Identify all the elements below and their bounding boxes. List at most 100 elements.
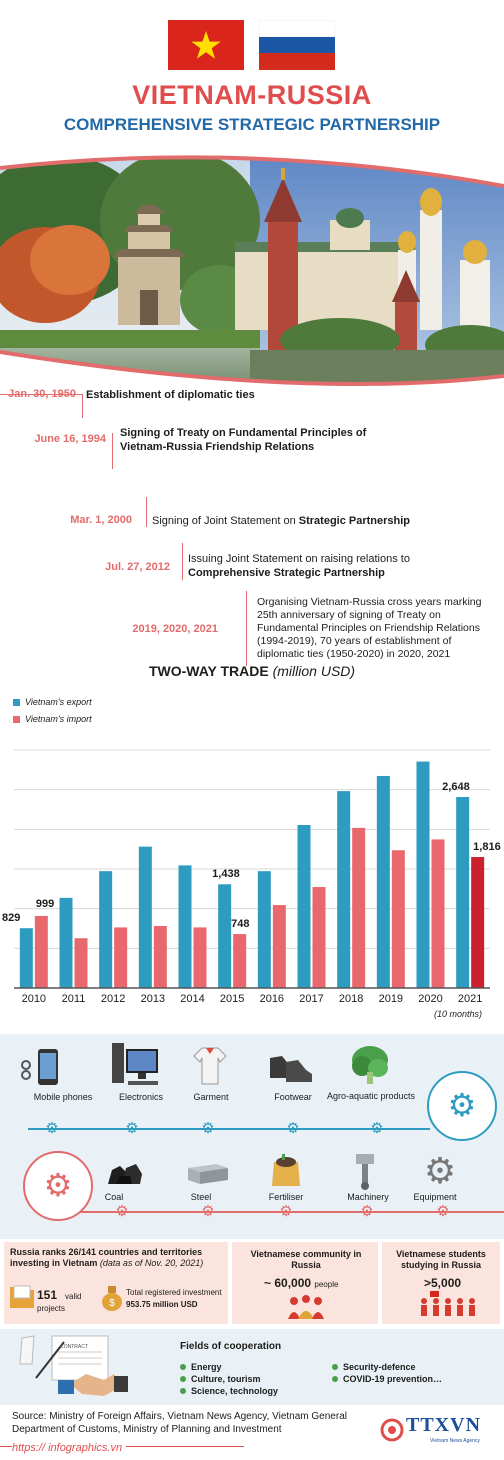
export-bar: [297, 825, 311, 988]
data-label: 1,816: [473, 841, 501, 854]
x-tick-label: 2018: [338, 993, 364, 1005]
community-panel: [232, 1242, 378, 1324]
timeline-event: Signing of Joint Statement on Strategic …: [152, 515, 411, 527]
timeline-connector: [82, 394, 83, 418]
russia-flag: [259, 20, 335, 70]
source-note: Source: Ministry of Foreign Affairs, Vie…: [12, 1411, 347, 1435]
data-label: 2,648: [442, 781, 470, 794]
timeline-connector: [112, 433, 113, 469]
gear-icon: ⚙: [201, 1120, 215, 1137]
export-label: Mobile phones: [33, 1092, 93, 1102]
chart-title: TWO-WAY TRADE (million USD): [148, 663, 356, 679]
import-bar: [431, 839, 445, 988]
export-bar: [257, 871, 271, 988]
students-value: >5,000: [424, 1276, 462, 1290]
export-label: Garment: [193, 1092, 229, 1102]
timeline-date: 2019, 2020, 2021: [132, 623, 218, 635]
agency-globe-icon: [380, 1418, 404, 1442]
gear-icon: ⚙: [115, 1203, 129, 1220]
cooperation-item: Energy: [180, 1362, 222, 1372]
import-label: Steel: [190, 1192, 212, 1202]
students-panel: [382, 1242, 500, 1324]
category-note: (10 months): [434, 1009, 483, 1019]
import-label: Machinery: [347, 1192, 389, 1202]
data-label: 999: [35, 897, 55, 910]
export-label: Electronics: [118, 1092, 163, 1102]
folder-icon: [10, 1285, 34, 1308]
x-tick-label: 2010: [21, 993, 47, 1005]
timeline-connector: [146, 497, 147, 527]
timeline-connector: [0, 394, 82, 395]
fertiliser-icon: [272, 1154, 300, 1186]
export-gears-icon: ⚙: [447, 1087, 477, 1123]
import-bar: [471, 857, 485, 988]
import-bar: [233, 934, 247, 988]
timeline-event: Signing of Treaty on Fundamental Princip…: [120, 427, 367, 453]
import-bar: [352, 827, 366, 988]
timeline-event: Organising Vietnam-Russia cross years ma…: [257, 596, 482, 660]
import-label: Equipment: [413, 1192, 457, 1202]
community-value: ~ 60,000 people: [264, 1276, 339, 1290]
legend-swatch-import: [13, 715, 20, 723]
x-tick-label: 2021: [457, 993, 483, 1005]
vegetable-icon: [352, 1046, 388, 1084]
import-bar: [312, 887, 326, 988]
steel-icon: [188, 1164, 228, 1184]
import-label: Coal: [104, 1192, 124, 1202]
export-bar: [376, 775, 390, 988]
machinery-icon: [356, 1154, 374, 1190]
site-url[interactable]: https:// infographics.vn: [12, 1442, 127, 1454]
phone-icon: [21, 1049, 58, 1085]
projects-label: valid: [65, 1292, 82, 1301]
import-bar: [34, 915, 48, 988]
cooperation-item: Culture, tourism: [180, 1374, 261, 1384]
shirt-icon: [193, 1047, 227, 1085]
cooperation-item: Science, technology: [180, 1386, 278, 1396]
export-label: Footwear: [274, 1092, 312, 1102]
legend-export: Vietnam's export: [13, 697, 92, 707]
data-label: 829: [2, 912, 21, 925]
import-bar: [74, 938, 88, 988]
legend-swatch-export: [13, 698, 20, 706]
gear-icon: ⚙: [436, 1203, 450, 1220]
agency-logo-sub: Vietnam News Agency: [430, 1438, 480, 1444]
agency-logo: TTXVN: [406, 1414, 482, 1436]
x-tick-label: 2012: [100, 993, 126, 1005]
gear-icon: ⚙: [360, 1203, 374, 1220]
money-bag-icon: $: [102, 1286, 122, 1311]
export-bar: [337, 791, 351, 988]
gear-icon: ⚙: [370, 1120, 384, 1137]
gear-icon: ⚙: [286, 1120, 300, 1137]
cooperation-heading: Fields of cooperation: [180, 1341, 282, 1352]
import-bar: [391, 850, 405, 988]
x-tick-label: 2015: [219, 993, 245, 1005]
projects-count: 151: [37, 1288, 58, 1302]
equipment-icon: ⚙: [423, 1150, 457, 1191]
coal-icon: [108, 1164, 142, 1184]
gear-icon: ⚙: [45, 1120, 59, 1137]
import-bar: [114, 927, 128, 988]
export-bar: [138, 846, 152, 988]
investment-panel: [4, 1242, 228, 1324]
students-heading: Vietnamese students studying in Russia: [396, 1249, 486, 1270]
export-label: Agro-aquatic products: [326, 1091, 416, 1101]
x-tick-label: 2011: [61, 993, 86, 1005]
import-gears-icon: ⚙: [43, 1167, 73, 1203]
timeline-connector: [182, 543, 183, 580]
timeline-date: Jul. 27, 2012: [105, 561, 170, 573]
svg-text:$: $: [109, 1298, 115, 1309]
import-bar: [153, 925, 167, 988]
x-tick-label: 2017: [299, 993, 324, 1005]
vietnam-flag: [168, 20, 244, 70]
trade-chart: [14, 749, 490, 989]
export-bar: [19, 928, 33, 988]
contract-handshake-icon: [19, 1335, 128, 1396]
gear-icon: ⚙: [279, 1203, 293, 1220]
capital-label: Total registered investment: [126, 1288, 222, 1297]
page-title: VIETNAM-RUSSIA: [132, 80, 372, 110]
x-tick-label: 2016: [259, 993, 285, 1005]
landmarks-illustration: [0, 150, 504, 390]
timeline-event: Establishment of diplomatic ties: [86, 389, 255, 401]
contract-label: CONTRACT: [60, 1344, 88, 1350]
import-label: Fertiliser: [268, 1192, 304, 1202]
